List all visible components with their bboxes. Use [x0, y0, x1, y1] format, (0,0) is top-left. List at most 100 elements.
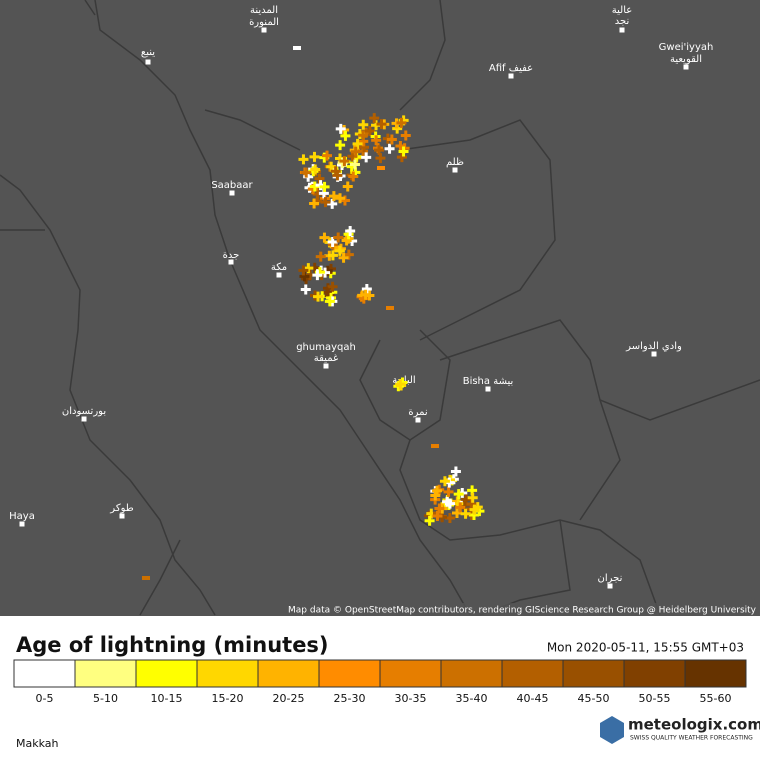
strike — [400, 130, 411, 141]
legend-swatch — [623, 659, 686, 688]
strike — [309, 198, 320, 209]
place-label: طوكر — [109, 503, 133, 514]
strike — [340, 130, 351, 141]
strike — [339, 156, 350, 167]
strike — [386, 134, 397, 145]
legend-swatch — [562, 659, 625, 688]
strike — [352, 138, 363, 149]
strike — [298, 154, 309, 165]
timestamp: Mon 2020-05-11, 15:55 GMT+03 — [547, 641, 744, 655]
place-label: Gwei'iyyah — [659, 42, 714, 53]
place-dot — [19, 521, 25, 527]
border — [84, 0, 96, 16]
strike — [342, 181, 353, 192]
strike — [301, 167, 312, 178]
legend-panel — [0, 616, 760, 760]
strike — [377, 166, 385, 170]
strike — [450, 466, 461, 477]
legend-swatch — [196, 659, 259, 688]
legend-swatch — [318, 659, 381, 688]
legend-label: 30-35 — [395, 692, 427, 705]
legend-label: 0-5 — [36, 692, 54, 705]
strike — [386, 306, 394, 310]
strike — [396, 152, 407, 163]
place-label: عالية — [612, 5, 632, 16]
strike — [443, 486, 454, 497]
legend-title: Age of lightning (minutes) — [16, 633, 329, 657]
place-dot — [261, 27, 267, 33]
strike — [358, 119, 369, 130]
strike — [461, 494, 472, 505]
place-dot — [485, 386, 491, 392]
place-label: المنورة — [249, 17, 279, 28]
strike — [369, 113, 380, 124]
strike — [358, 130, 369, 141]
strike — [327, 250, 338, 261]
place-dot — [323, 363, 329, 369]
legend-label: 50-55 — [639, 692, 671, 705]
place-label: ظلم — [446, 157, 464, 168]
border — [399, 0, 446, 111]
place-dot — [228, 259, 234, 265]
strike — [453, 489, 464, 500]
border — [439, 319, 760, 421]
strike — [398, 146, 409, 157]
strike — [328, 191, 339, 202]
place-dot — [81, 416, 87, 422]
legend-swatch — [684, 659, 747, 688]
strike — [430, 490, 441, 501]
strike — [313, 291, 324, 302]
legend-label: 5-10 — [93, 692, 118, 705]
place-dot — [119, 513, 125, 519]
strike — [327, 237, 338, 248]
strike — [343, 249, 354, 260]
strike — [439, 476, 450, 487]
place-dot — [683, 64, 689, 70]
place-label: غميقة — [314, 353, 338, 364]
strike — [455, 502, 466, 513]
border — [579, 399, 621, 521]
strike — [384, 143, 395, 154]
strike — [319, 181, 330, 192]
place-label: Saabaar — [211, 180, 253, 191]
strike — [434, 503, 445, 514]
place-dot — [415, 417, 421, 423]
strike — [312, 270, 323, 281]
place-dot — [145, 59, 151, 65]
strike — [374, 145, 385, 156]
place-label: القويعية — [670, 54, 702, 65]
strike — [395, 379, 406, 390]
coastline — [0, 174, 216, 616]
strike — [395, 140, 406, 151]
place-dot — [452, 167, 458, 173]
strike — [330, 166, 341, 177]
place-label: Haya — [9, 511, 35, 522]
strike — [338, 252, 349, 263]
strike — [371, 135, 382, 146]
logo-icon — [600, 716, 624, 744]
place-label: المدينة — [250, 5, 278, 16]
place-dot — [607, 583, 613, 589]
legend-label: 10-15 — [151, 692, 183, 705]
strike — [431, 444, 439, 448]
strike — [360, 289, 371, 300]
strike — [327, 198, 338, 209]
strike — [335, 193, 346, 204]
strike — [309, 151, 320, 162]
legend-bins: 0-5 5-10 10-15 15-20 20-25 25-30 30-35 35-40 40-… — [13, 659, 747, 705]
strike — [293, 46, 301, 50]
coastline — [94, 0, 471, 616]
legend-label: 35-40 — [456, 692, 488, 705]
legend-swatch — [379, 659, 442, 688]
strike — [320, 197, 331, 208]
strike — [298, 265, 309, 276]
legend-swatch — [501, 659, 564, 688]
strike — [424, 515, 435, 526]
legend-label: 55-60 — [700, 692, 732, 705]
place-label: Afif عفيف — [489, 63, 533, 74]
strike — [348, 171, 359, 182]
strike — [460, 508, 471, 519]
legend-label: 45-50 — [578, 692, 610, 705]
strike — [142, 576, 150, 580]
